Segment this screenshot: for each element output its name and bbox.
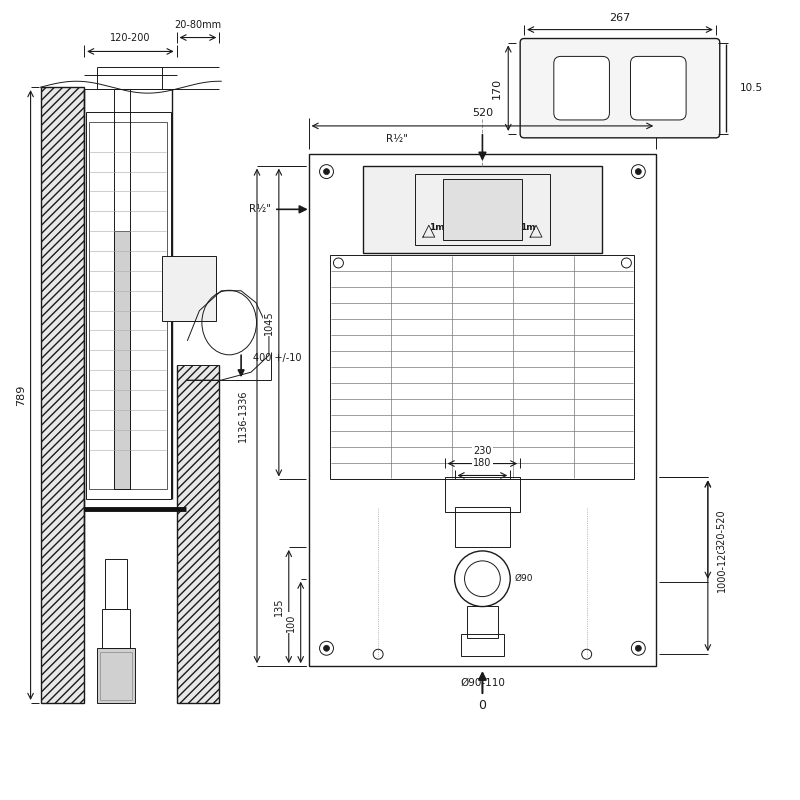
Bar	[445, 478, 520, 512]
Text: 10.5: 10.5	[740, 83, 762, 93]
Bar	[177, 366, 219, 703]
Circle shape	[426, 206, 434, 214]
Text: 789: 789	[16, 384, 26, 406]
Bar	[100, 652, 132, 700]
Bar	[89, 122, 166, 490]
Text: 135: 135	[274, 598, 284, 616]
Bar	[454, 507, 510, 547]
Bar	[41, 87, 84, 703]
Text: 0: 0	[478, 699, 486, 712]
Bar	[162, 256, 216, 321]
Text: 20-80mm: 20-80mm	[174, 19, 222, 30]
Text: 400 +/-10: 400 +/-10	[253, 354, 302, 363]
Bar	[415, 174, 550, 245]
Text: Ø90-110: Ø90-110	[460, 678, 505, 688]
Text: 170: 170	[492, 78, 502, 98]
Circle shape	[635, 646, 642, 651]
Text: 267: 267	[610, 13, 630, 22]
FancyBboxPatch shape	[630, 57, 686, 120]
Circle shape	[635, 169, 642, 174]
Circle shape	[622, 258, 631, 268]
Text: 1m: 1m	[520, 222, 536, 232]
Circle shape	[531, 206, 539, 214]
Circle shape	[323, 169, 330, 174]
Bar	[330, 255, 634, 479]
Text: 1m: 1m	[429, 222, 445, 232]
Text: 1136-1336: 1136-1336	[238, 390, 248, 442]
Text: 120-200: 120-200	[110, 34, 150, 43]
Text: 1045: 1045	[264, 310, 274, 335]
Bar	[363, 166, 602, 253]
Text: 1000-1200: 1000-1200	[717, 539, 726, 592]
Bar	[466, 606, 498, 638]
Circle shape	[334, 258, 343, 268]
Bar	[105, 559, 127, 609]
Bar	[309, 154, 656, 666]
FancyBboxPatch shape	[554, 57, 610, 120]
Bar	[86, 112, 170, 499]
Text: 320-520: 320-520	[717, 510, 726, 550]
Text: 520: 520	[472, 108, 493, 118]
Text: R½": R½"	[249, 204, 271, 214]
Text: Ø90: Ø90	[514, 574, 533, 583]
Text: R½": R½"	[386, 134, 408, 144]
Bar	[461, 634, 504, 656]
Bar	[97, 648, 135, 703]
Circle shape	[478, 200, 486, 208]
Bar	[114, 231, 130, 490]
Text: 180: 180	[474, 458, 492, 467]
Bar	[442, 178, 522, 240]
Text: 100: 100	[286, 614, 296, 632]
Bar	[102, 609, 130, 648]
Text: 230: 230	[473, 446, 492, 456]
FancyBboxPatch shape	[520, 38, 720, 138]
Circle shape	[323, 646, 330, 651]
